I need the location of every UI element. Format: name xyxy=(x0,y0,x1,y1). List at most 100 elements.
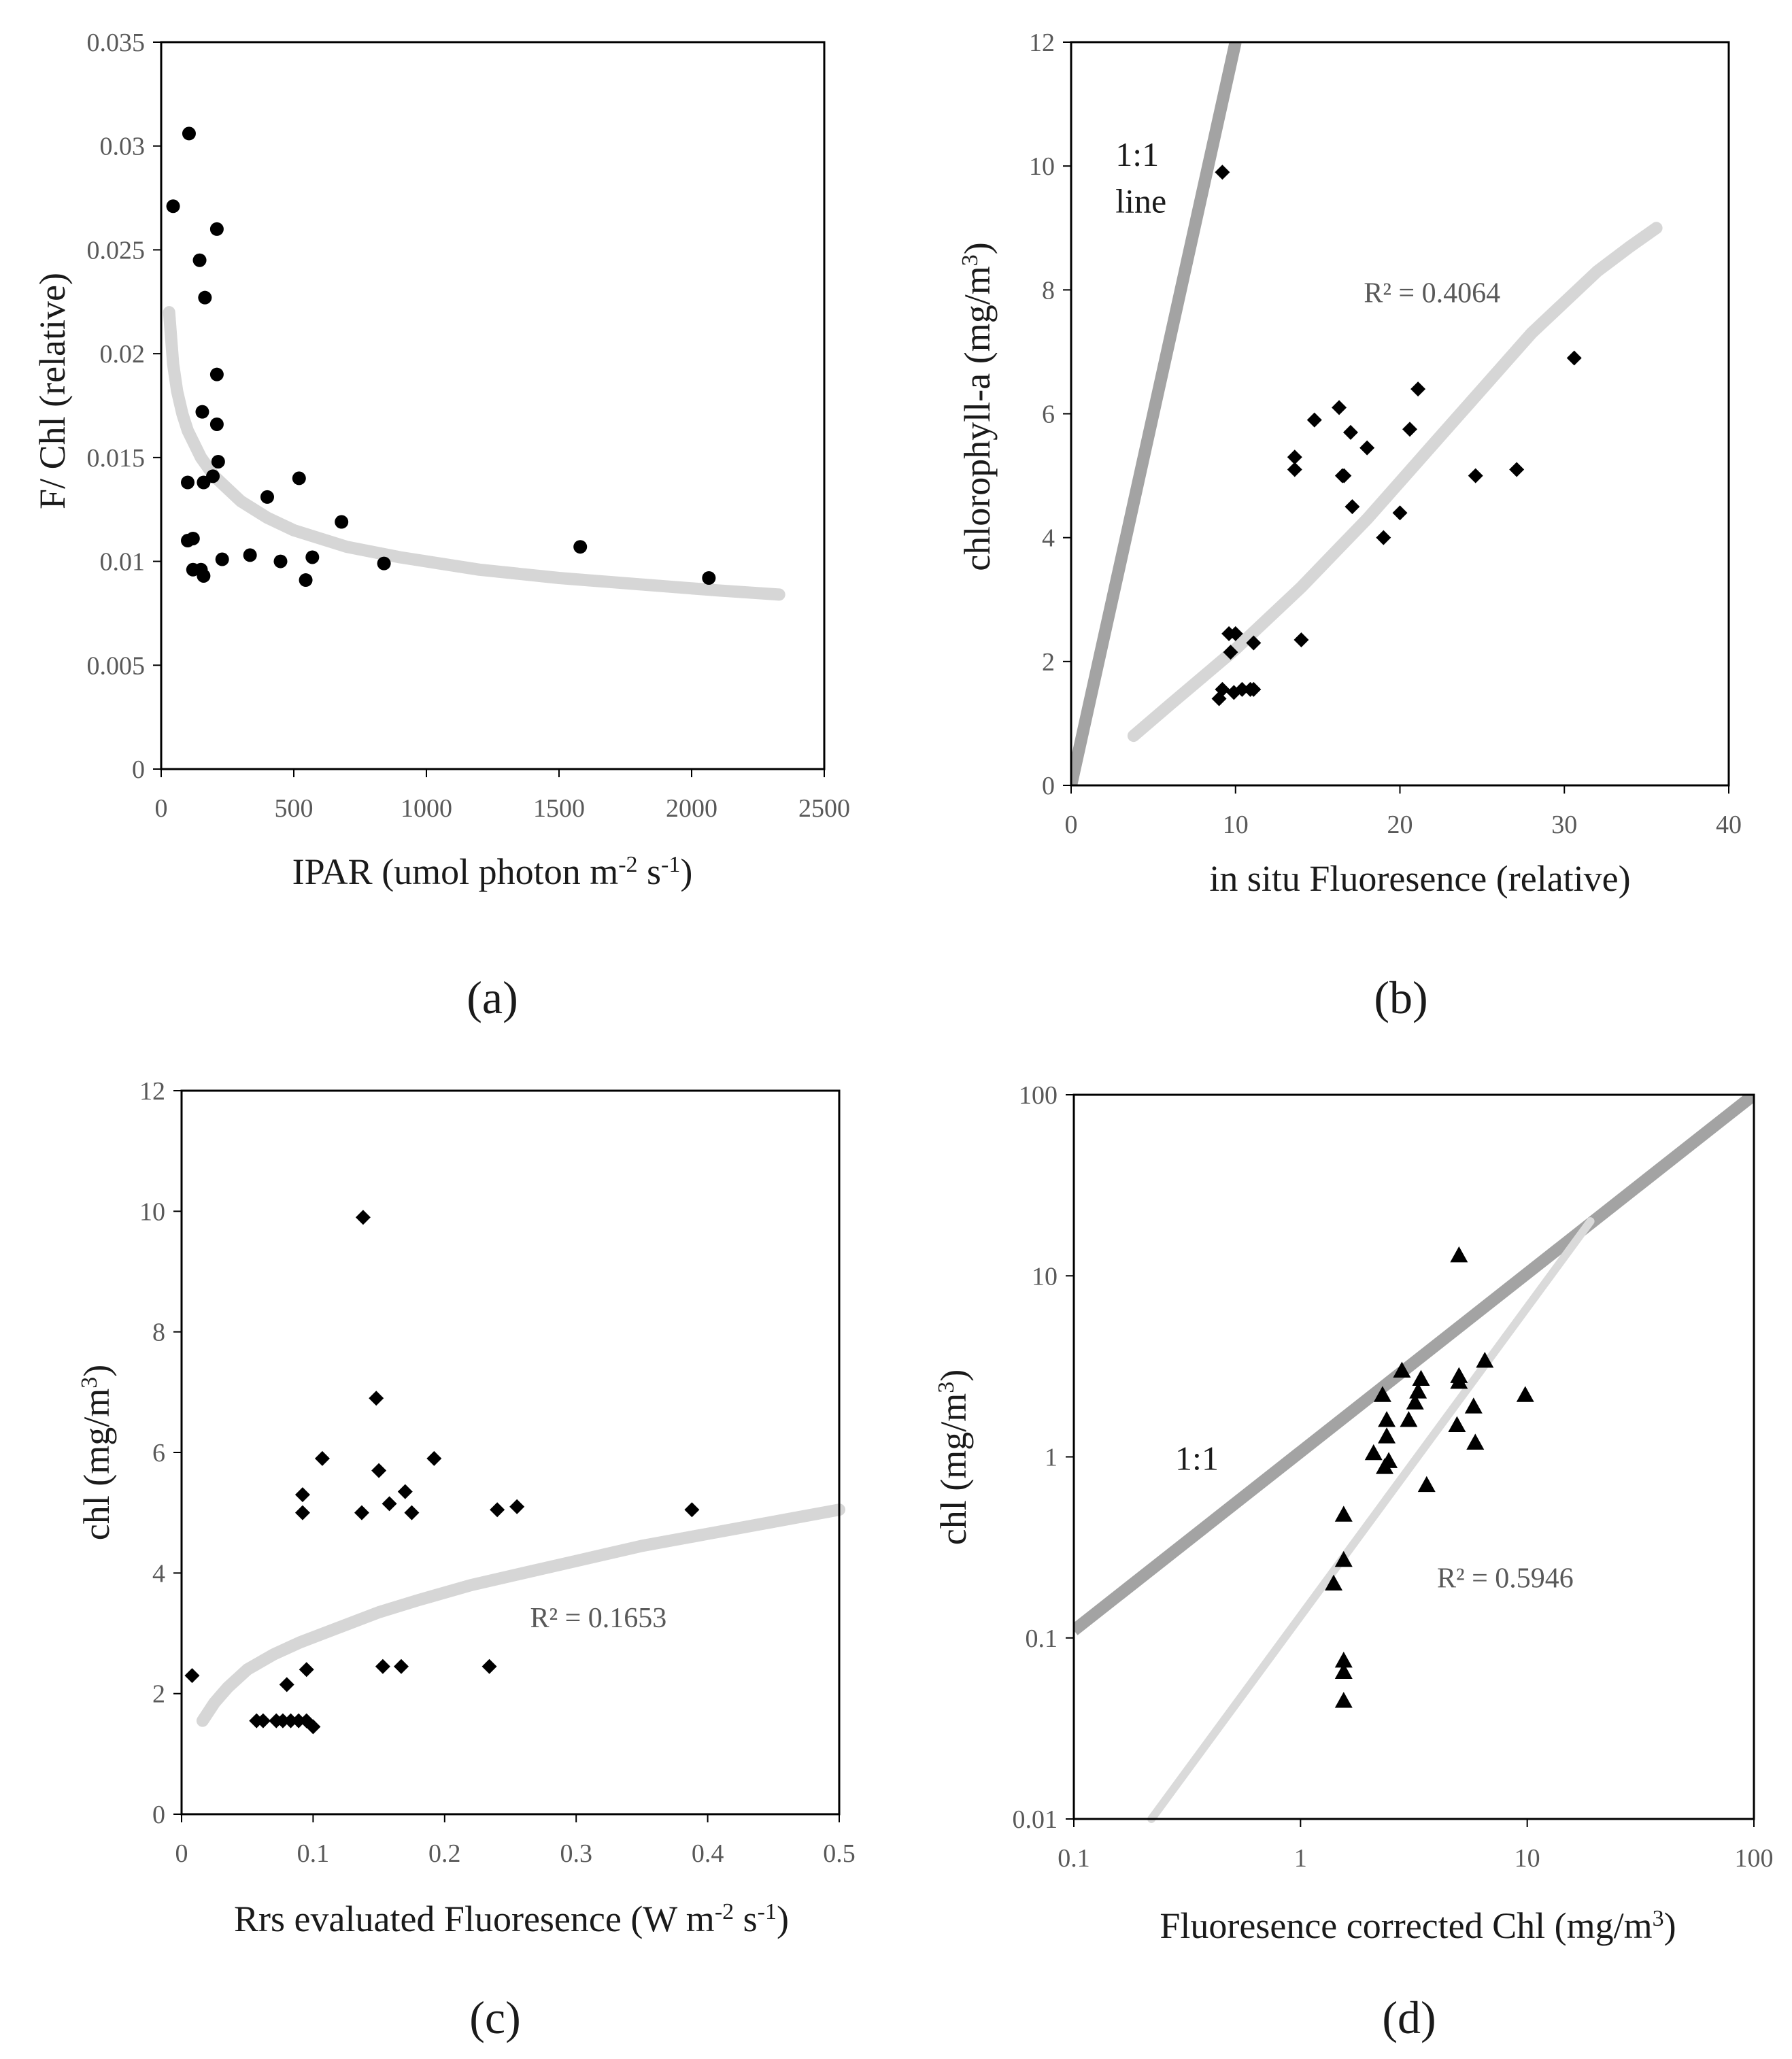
panel-c-ytick-label: 4 xyxy=(152,1559,165,1588)
panel-a-point xyxy=(299,573,313,588)
panel-a-xtick-label: 0 xyxy=(155,794,168,823)
panel-d-xtick-label: 10 xyxy=(1515,1844,1540,1873)
panel-c-point xyxy=(393,1658,409,1674)
panel-a-ytick-label: 0.03 xyxy=(100,133,146,161)
panel-b-point xyxy=(1334,468,1350,483)
panel-c-point xyxy=(375,1658,390,1674)
panel-c-ylabel: chl (mg/m3) xyxy=(76,1365,117,1540)
panel-b-ytick-label: 8 xyxy=(1042,276,1055,305)
panel-b-point xyxy=(1359,440,1375,456)
panel-a-point xyxy=(243,548,257,562)
panel-d-xlabel: Fluoresence corrected Chl (mg/m3) xyxy=(1160,1905,1676,1946)
panel-a-xtick-label: 1500 xyxy=(533,794,585,823)
panel-d-ytick-label: 100 xyxy=(1019,1081,1058,1110)
panel-c-xtick-label: 0 xyxy=(175,1839,188,1868)
panel-a-ytick-label: 0 xyxy=(132,755,145,784)
panel-d-point xyxy=(1417,1476,1436,1493)
panel-b-xtick-label: 30 xyxy=(1551,811,1577,839)
panel-a-point xyxy=(260,490,274,504)
panel-a-point xyxy=(573,540,588,554)
panel-b-trend-line xyxy=(1127,222,1663,743)
panel-b-point xyxy=(1215,681,1230,697)
panel-a-point xyxy=(305,550,320,564)
panel-b-point xyxy=(1294,632,1309,647)
panel-d-point xyxy=(1378,1411,1396,1427)
panel-b-annotation: line xyxy=(1115,182,1166,220)
panel-b-annotation: 1:1 xyxy=(1115,135,1159,173)
panel-d-point xyxy=(1334,1550,1353,1567)
panel-a-ytick-label: 0.015 xyxy=(87,444,146,473)
panel-c-point xyxy=(275,1713,290,1729)
panel-b-point xyxy=(1468,468,1483,483)
panel-c-ytick-label: 8 xyxy=(152,1318,165,1347)
panel-c-point xyxy=(279,1677,294,1692)
panel-a-xtick-label: 500 xyxy=(275,794,314,823)
panel-a-ylabel: F/ Chl (relative) xyxy=(32,273,73,509)
panel-d-point xyxy=(1476,1351,1494,1368)
panel-c-xlabel: Rrs evaluated Fluoresence (W m-2 s-1) xyxy=(234,1899,789,1939)
panel-c-point xyxy=(354,1505,369,1520)
panel-b-point xyxy=(1332,400,1347,415)
panel-d-point xyxy=(1466,1433,1485,1450)
panel-c-point xyxy=(255,1713,271,1729)
panel-a-point xyxy=(166,199,180,214)
panel-b-xtick-label: 10 xyxy=(1223,811,1249,839)
panel-d-ylabel: chl (mg/m3) xyxy=(933,1369,974,1545)
panel-c-point xyxy=(184,1668,200,1684)
panel-c-point xyxy=(382,1496,397,1512)
panel-b-point xyxy=(1410,381,1426,397)
panel-a-point xyxy=(209,417,224,431)
panel-c-point xyxy=(490,1502,505,1518)
panel-a-point xyxy=(182,126,196,141)
panel-c-ytick-label: 10 xyxy=(139,1197,165,1226)
panel-c-plot-frame xyxy=(180,1089,841,1816)
panel-a-point xyxy=(195,405,209,419)
panel-d-ytick-label: 0.1 xyxy=(1026,1624,1058,1653)
panel-b-point xyxy=(1345,499,1360,515)
panel-a-point xyxy=(211,454,225,469)
panel-c-point xyxy=(684,1502,700,1518)
panel-a-plot-frame xyxy=(160,41,826,770)
panel-d-point xyxy=(1393,1361,1411,1378)
panel-d-one-to-one-line xyxy=(1074,1095,1754,1635)
panel-c-xtick-label: 0.3 xyxy=(560,1839,592,1868)
panel-c-ytick-label: 2 xyxy=(152,1680,165,1709)
panel-c-ytick-label: 12 xyxy=(139,1077,165,1106)
panel-d-trend-line xyxy=(1147,1217,1595,1823)
panel-b-point xyxy=(1376,530,1391,545)
panel-d-point xyxy=(1516,1386,1534,1402)
panel-b-xtick-label: 40 xyxy=(1716,811,1742,839)
panel-d-ytick-label: 0.01 xyxy=(1013,1805,1058,1834)
panel-a: 0 500 1000 1500 2000 2500 0 0.005 0.01 0.015 0.02 0… xyxy=(32,29,850,1023)
panel-a-point xyxy=(209,222,224,236)
panel-a-point xyxy=(273,554,288,568)
panel-a-point xyxy=(181,475,195,490)
panel-a-point xyxy=(335,515,349,529)
panel-a-xtick-label: 1000 xyxy=(401,794,452,823)
panel-c-point xyxy=(426,1450,442,1466)
panel-d-point xyxy=(1406,1393,1424,1410)
panel-b-r2-label: R² = 0.4064 xyxy=(1364,278,1500,309)
panel-b-point xyxy=(1287,462,1302,477)
panel-b-point xyxy=(1509,462,1525,477)
panel-a-point xyxy=(197,475,211,490)
panel-c-ytick-label: 0 xyxy=(152,1801,165,1829)
panel-a-xtick-label: 2500 xyxy=(798,794,850,823)
panel-a-ytick-label: 0.02 xyxy=(100,340,146,369)
panel-d-point xyxy=(1373,1386,1391,1402)
panel-c-xtick-label: 0.4 xyxy=(692,1839,724,1868)
panel-b-ytick-label: 12 xyxy=(1029,29,1055,57)
panel-b-point xyxy=(1392,505,1408,521)
panel-b-label: (b) xyxy=(1374,972,1427,1023)
panel-a-xlabel: IPAR (umol photon m-2 s-1) xyxy=(292,851,693,892)
panel-b-point xyxy=(1215,165,1230,180)
panel-c-point xyxy=(294,1487,310,1503)
panel-c-label: (c) xyxy=(469,1992,520,2043)
panel-d-xtick-label: 100 xyxy=(1735,1844,1774,1873)
panel-b-point xyxy=(1342,424,1358,440)
panel-d-point xyxy=(1400,1411,1418,1427)
panel-b-point xyxy=(1246,635,1262,651)
panel-d-label: (d) xyxy=(1382,1992,1436,2043)
